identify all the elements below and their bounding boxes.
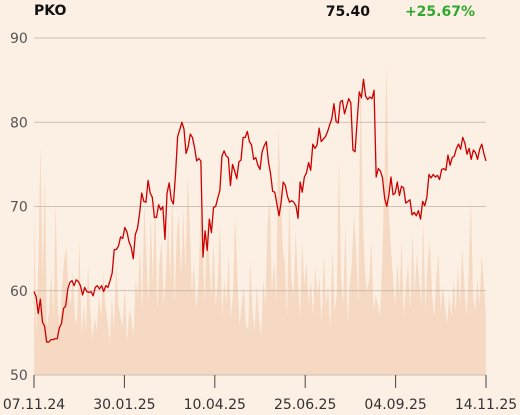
- y-tick-label: 80: [10, 115, 28, 131]
- gridlines: [34, 37, 486, 376]
- y-tick-label: 50: [10, 368, 28, 384]
- price-series: [33, 78, 487, 343]
- price-change: +25.67%: [405, 4, 475, 20]
- x-tick-label: 10.04.25: [184, 397, 246, 413]
- volume-area: [34, 61, 486, 375]
- x-tick-label: 14.11.25: [455, 397, 517, 413]
- x-tick-label: 04.09.25: [364, 397, 426, 413]
- y-tick-label: 60: [10, 284, 28, 300]
- y-tick-label: 70: [10, 200, 28, 216]
- y-axis: 50 60 70 80 90: [10, 31, 28, 384]
- x-tick-label: 30.01.25: [93, 397, 155, 413]
- x-axis: 07.11.24 30.01.25 10.04.25 25.06.25 04.09.25…: [3, 375, 517, 413]
- x-tick-label: 25.06.25: [274, 397, 336, 413]
- price-line: [33, 78, 487, 343]
- x-tick-label: 07.11.24: [3, 397, 65, 413]
- volume-area-path: [34, 61, 486, 375]
- y-tick-label: 90: [10, 31, 28, 47]
- last-price: 75.40: [326, 4, 371, 20]
- ticker-symbol: PKO: [34, 3, 66, 19]
